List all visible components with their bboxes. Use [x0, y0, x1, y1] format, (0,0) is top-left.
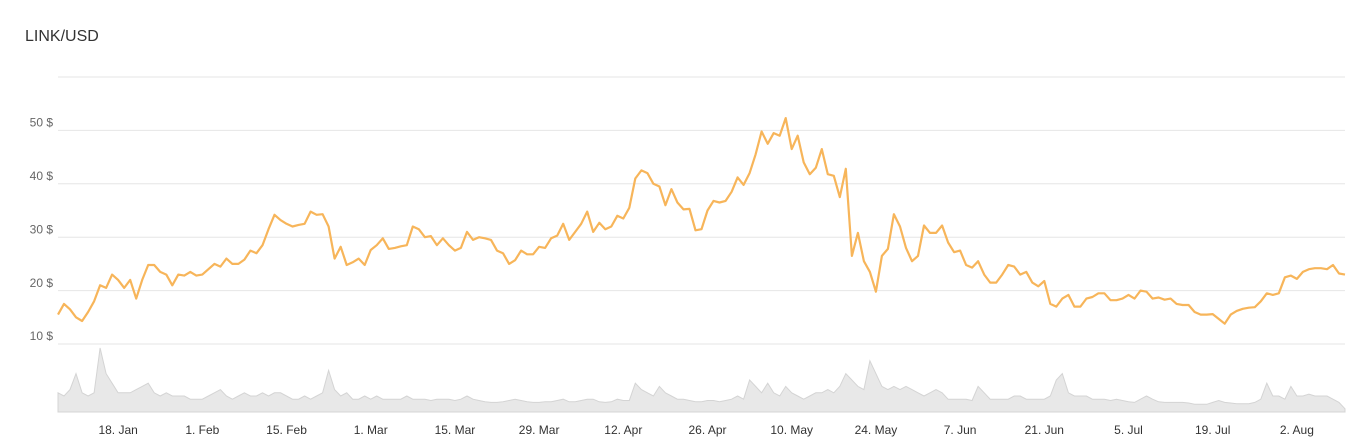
x-tick-label: 19. Jul: [1195, 423, 1230, 437]
x-tick-label: 21. Jun: [1025, 423, 1064, 437]
y-tick-label: 40 $: [30, 169, 54, 183]
x-tick-label: 10. May: [770, 423, 813, 437]
x-tick-label: 18. Jan: [98, 423, 137, 437]
volume-area: [57, 347, 1346, 413]
x-tick-label: 5. Jul: [1114, 423, 1143, 437]
x-tick-label: 1. Mar: [354, 423, 388, 437]
x-tick-label: 29. Mar: [519, 423, 560, 437]
y-tick-label: 10 $: [30, 329, 54, 343]
x-tick-label: 7. Jun: [944, 423, 977, 437]
x-tick-label: 15. Feb: [266, 423, 307, 437]
x-tick-label: 12. Apr: [604, 423, 642, 437]
x-tick-label: 1. Feb: [185, 423, 219, 437]
y-tick-label: 50 $: [30, 116, 54, 130]
x-tick-label: 15. Mar: [435, 423, 476, 437]
x-tick-label: 26. Apr: [688, 423, 726, 437]
y-tick-label: 30 $: [30, 222, 54, 236]
x-tick-label: 2. Aug: [1280, 423, 1314, 437]
price-line: [57, 117, 1346, 325]
y-tick-label: 20 $: [30, 276, 54, 290]
x-tick-label: 24. May: [855, 423, 898, 437]
chart-title: LINK/USD: [25, 28, 99, 45]
